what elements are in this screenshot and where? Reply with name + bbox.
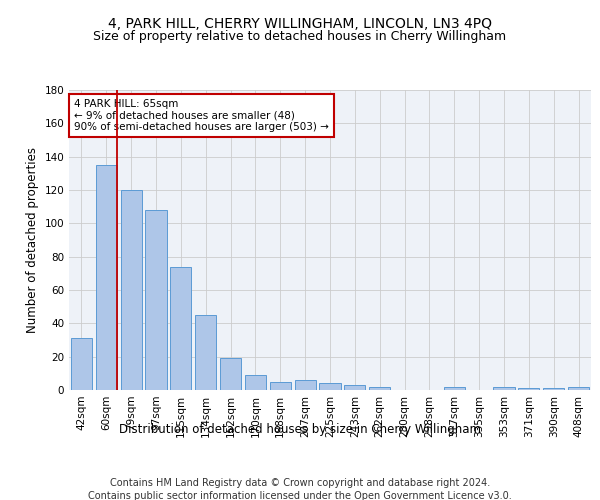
Bar xyxy=(543,388,564,390)
Bar xyxy=(145,210,167,390)
Text: 4 PARK HILL: 65sqm
← 9% of detached houses are smaller (48)
90% of semi-detached: 4 PARK HILL: 65sqm ← 9% of detached hous… xyxy=(74,99,329,132)
Bar xyxy=(96,165,117,390)
Text: Size of property relative to detached houses in Cherry Willingham: Size of property relative to detached ho… xyxy=(94,30,506,43)
Bar xyxy=(295,380,316,390)
Bar xyxy=(369,386,390,390)
Text: 4, PARK HILL, CHERRY WILLINGHAM, LINCOLN, LN3 4PQ: 4, PARK HILL, CHERRY WILLINGHAM, LINCOLN… xyxy=(108,18,492,32)
Bar xyxy=(518,388,539,390)
Bar xyxy=(121,190,142,390)
Bar xyxy=(344,385,365,390)
Bar xyxy=(245,375,266,390)
Text: Contains public sector information licensed under the Open Government Licence v3: Contains public sector information licen… xyxy=(88,491,512,500)
Text: Contains HM Land Registry data © Crown copyright and database right 2024.: Contains HM Land Registry data © Crown c… xyxy=(110,478,490,488)
Bar xyxy=(195,315,216,390)
Bar xyxy=(493,386,515,390)
Bar xyxy=(444,386,465,390)
Y-axis label: Number of detached properties: Number of detached properties xyxy=(26,147,39,333)
Bar xyxy=(270,382,291,390)
Bar xyxy=(71,338,92,390)
Bar xyxy=(170,266,191,390)
Bar xyxy=(568,386,589,390)
Text: Distribution of detached houses by size in Cherry Willingham: Distribution of detached houses by size … xyxy=(119,422,481,436)
Bar xyxy=(220,358,241,390)
Bar xyxy=(319,384,341,390)
